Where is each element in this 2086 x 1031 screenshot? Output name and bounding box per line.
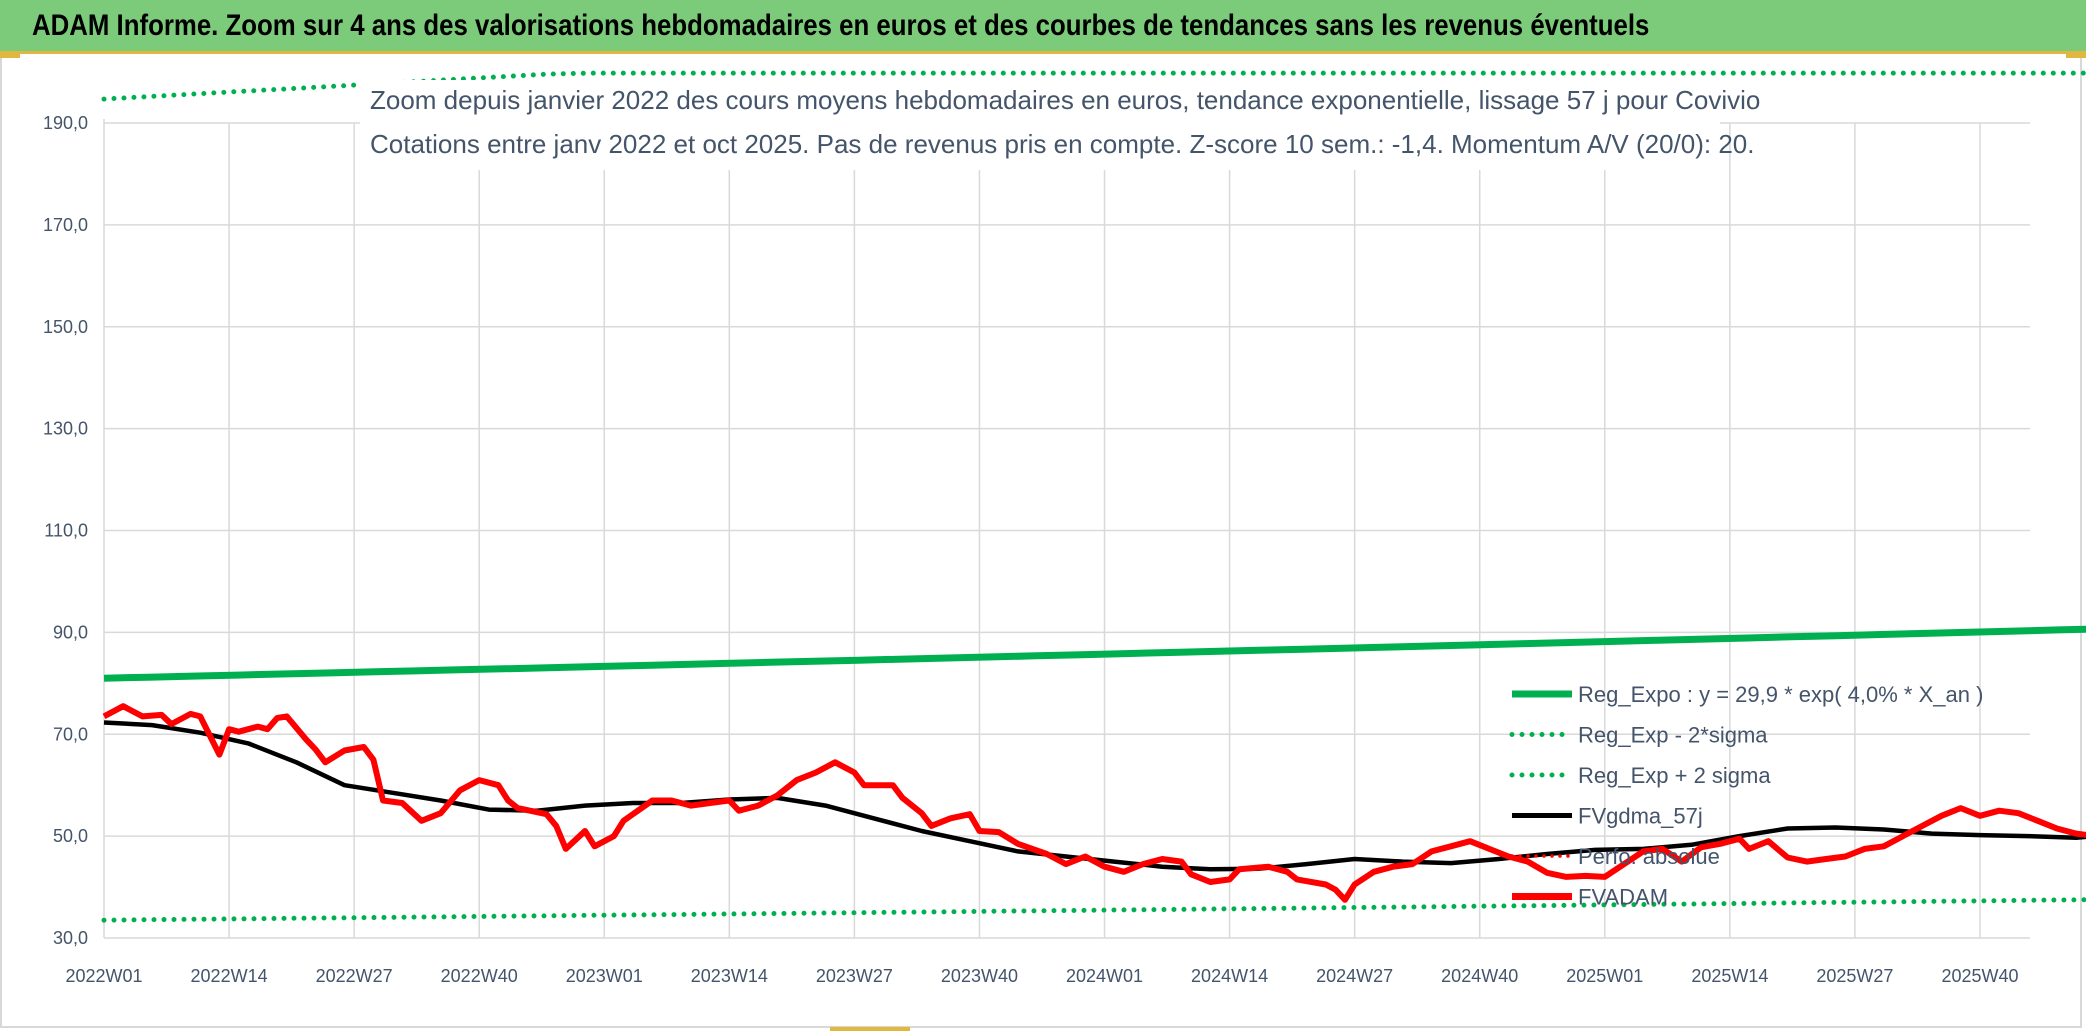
x-tick-label: 2025W01 bbox=[1566, 966, 1643, 986]
x-tick-label: 2024W27 bbox=[1316, 966, 1393, 986]
y-tick-label: 30,0 bbox=[53, 928, 88, 948]
y-tick-label: 50,0 bbox=[53, 826, 88, 846]
x-tick-label: 2023W14 bbox=[691, 966, 768, 986]
y-tick-label: 150,0 bbox=[43, 317, 88, 337]
y-tick-label: 190,0 bbox=[43, 113, 88, 133]
legend-label: Reg_Expo : y = 29,9 * exp( 4,0% * X_an ) bbox=[1578, 682, 1983, 707]
frame-corner-left bbox=[0, 54, 20, 58]
grid-lines bbox=[103, 119, 2030, 939]
frame-bottom-mark bbox=[830, 1027, 910, 1031]
y-tick-label: 70,0 bbox=[53, 724, 88, 744]
x-tick-label: 2024W14 bbox=[1191, 966, 1268, 986]
x-tick-label: 2025W14 bbox=[1691, 966, 1768, 986]
series-fvadam bbox=[102, 703, 2086, 903]
series-lower-band bbox=[101, 897, 2086, 923]
legend-label: Reg_Exp - 2*sigma bbox=[1578, 723, 1768, 748]
legend-label: FVADAM bbox=[1578, 885, 1668, 910]
x-tick-label: 2022W14 bbox=[191, 966, 268, 986]
y-tick-label: 130,0 bbox=[43, 419, 88, 439]
y-axis-ticks: 30,0 50,0 70,0 90,0 110,0 130,0 150,0 170,0 190,… bbox=[43, 113, 88, 948]
x-tick-label: 2024W40 bbox=[1441, 966, 1518, 986]
x-tick-label: 2023W01 bbox=[566, 966, 643, 986]
series-layer bbox=[101, 70, 2086, 923]
x-tick-label: 2022W40 bbox=[441, 966, 518, 986]
x-tick-label: 2023W27 bbox=[816, 966, 893, 986]
legend-label: Reg_Exp + 2 sigma bbox=[1578, 763, 1771, 788]
x-tick-label: 2024W01 bbox=[1066, 966, 1143, 986]
header-bar: ADAM Informe. Zoom sur 4 ans des valoris… bbox=[0, 0, 2086, 54]
y-tick-label: 90,0 bbox=[53, 622, 88, 642]
series-fvgdma bbox=[103, 720, 2086, 872]
y-tick-label: 170,0 bbox=[43, 215, 88, 235]
series-reg-expo bbox=[103, 625, 2086, 682]
x-axis-ticks: 2022W01 2022W14 2022W27 2022W40 2023W01 2023W… bbox=[65, 966, 2018, 986]
x-tick-label: 2025W27 bbox=[1816, 966, 1893, 986]
x-tick-label: 2022W01 bbox=[65, 966, 142, 986]
x-tick-label: 2022W27 bbox=[316, 966, 393, 986]
frame-corner-right bbox=[2066, 54, 2086, 58]
chart-frame bbox=[0, 54, 2082, 1028]
subtitle-line-2: Cotations entre janv 2022 et oct 2025. P… bbox=[370, 129, 1755, 159]
legend-label: FVgdma_57j bbox=[1578, 804, 1703, 829]
report-title: ADAM Informe. Zoom sur 4 ans des valoris… bbox=[32, 9, 1650, 42]
x-tick-label: 2025W40 bbox=[1941, 966, 2018, 986]
legend: Reg_Expo : y = 29,9 * exp( 4,0% * X_an )… bbox=[1509, 682, 1983, 910]
subtitle-background bbox=[360, 80, 1720, 170]
legend-label: Perfo. absolue bbox=[1578, 844, 1720, 869]
subtitle-line-1: Zoom depuis janvier 2022 des cours moyen… bbox=[370, 85, 1760, 115]
x-tick-label: 2023W40 bbox=[941, 966, 1018, 986]
y-tick-label: 110,0 bbox=[44, 521, 88, 541]
